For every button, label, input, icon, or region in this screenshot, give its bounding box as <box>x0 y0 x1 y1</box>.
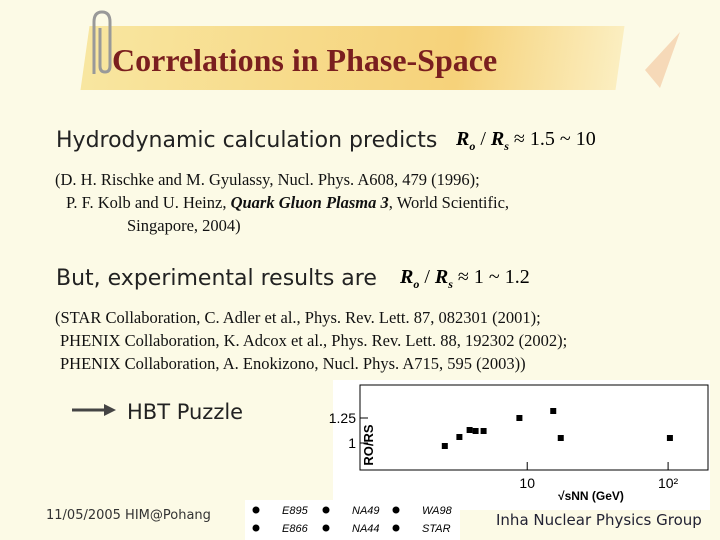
x-tick-label: 10² <box>658 475 679 491</box>
legend-marker <box>252 506 260 514</box>
data-point <box>456 434 463 440</box>
data-point <box>550 408 557 414</box>
symbol: R <box>434 266 449 288</box>
reference: PHENIX Collaboration, K. Adcox et al., P… <box>60 331 568 350</box>
legend-label: E895 <box>282 505 309 517</box>
data-point <box>666 435 673 441</box>
arrow <box>72 404 116 416</box>
reference-text: P. F. Kolb and U. Heinz, <box>66 193 231 212</box>
title: Correlations in Phase-Space <box>112 42 498 78</box>
data-point <box>441 443 448 449</box>
y-axis-label: RO/RS <box>361 424 376 466</box>
prediction: Hydrodynamic calculation predicts <box>56 128 437 153</box>
experiment-text: But, experimental results are <box>56 266 377 291</box>
legend-label: WA98 <box>422 505 453 517</box>
figure-bg <box>333 380 710 510</box>
symbol: ≈ 1.5 ~ 10 <box>508 128 596 150</box>
legend-marker <box>322 506 330 514</box>
legend-label: NA44 <box>352 523 380 535</box>
symbol: R <box>456 128 470 150</box>
data-point <box>557 435 564 441</box>
symbol: R <box>400 266 414 288</box>
symbol: s <box>504 139 509 153</box>
symbol: / <box>419 266 435 288</box>
legend-label: STAR <box>422 523 451 535</box>
legend-label: NA49 <box>352 505 380 517</box>
symbol: o <box>413 277 420 291</box>
symbol: / <box>475 128 491 150</box>
x-axis-label: √sNN (GeV) <box>558 489 624 503</box>
y-tick-label: 1.25 <box>329 410 356 426</box>
prediction-text: Hydrodynamic calculation predicts <box>56 128 438 153</box>
y-tick-label: 1 <box>348 435 356 451</box>
legend-marker <box>392 524 400 532</box>
formula: Ro / Rs ≈ 1.5 ~ 10 <box>456 128 596 154</box>
paperclip <box>92 10 112 74</box>
reference: Singapore, 2004) <box>127 216 241 236</box>
footer-left: 11/05/2005 HIM@Pohang <box>46 508 211 523</box>
x-tick-label: 10 <box>519 475 535 491</box>
symbol: R <box>490 128 505 150</box>
reference: (STAR Collaboration, C. Adler et al., Ph… <box>55 308 541 327</box>
corner-deco <box>645 32 680 88</box>
data-point <box>480 428 487 434</box>
reference: (D. H. Rischke and M. Gyulassy, Nucl. Ph… <box>55 170 480 190</box>
data-point <box>472 428 479 434</box>
legend-marker <box>252 524 260 532</box>
legend-marker <box>322 524 330 532</box>
symbol: s <box>448 277 453 291</box>
formula: Ro / Rs ≈ 1 ~ 1.2 <box>400 266 530 292</box>
reference-text: (D. H. Rischke and M. Gyulassy, Nucl. Ph… <box>55 170 480 189</box>
legend-bg <box>245 500 460 540</box>
symbol: o <box>469 139 476 153</box>
legend-marker <box>392 506 400 514</box>
data-point <box>466 427 473 433</box>
plot-frame <box>359 384 709 471</box>
symbol: ≈ 1 ~ 1.2 <box>452 266 530 288</box>
reference: P. F. Kolb and U. Heinz, Quark Gluon Pla… <box>66 193 509 213</box>
reference-title: Quark Gluon Plasma 3 <box>230 193 389 212</box>
legend-label: E866 <box>282 523 309 535</box>
reference: PHENIX Collaboration, A. Enokizono, Nucl… <box>60 354 526 373</box>
footer-right: Inha Nuclear Physics Group <box>496 511 702 529</box>
data-point <box>516 415 523 421</box>
puzzle: HBT Puzzle <box>127 400 244 424</box>
reference-text: Singapore, 2004) <box>127 216 241 235</box>
reference-text: , World Scientific, <box>388 193 510 212</box>
